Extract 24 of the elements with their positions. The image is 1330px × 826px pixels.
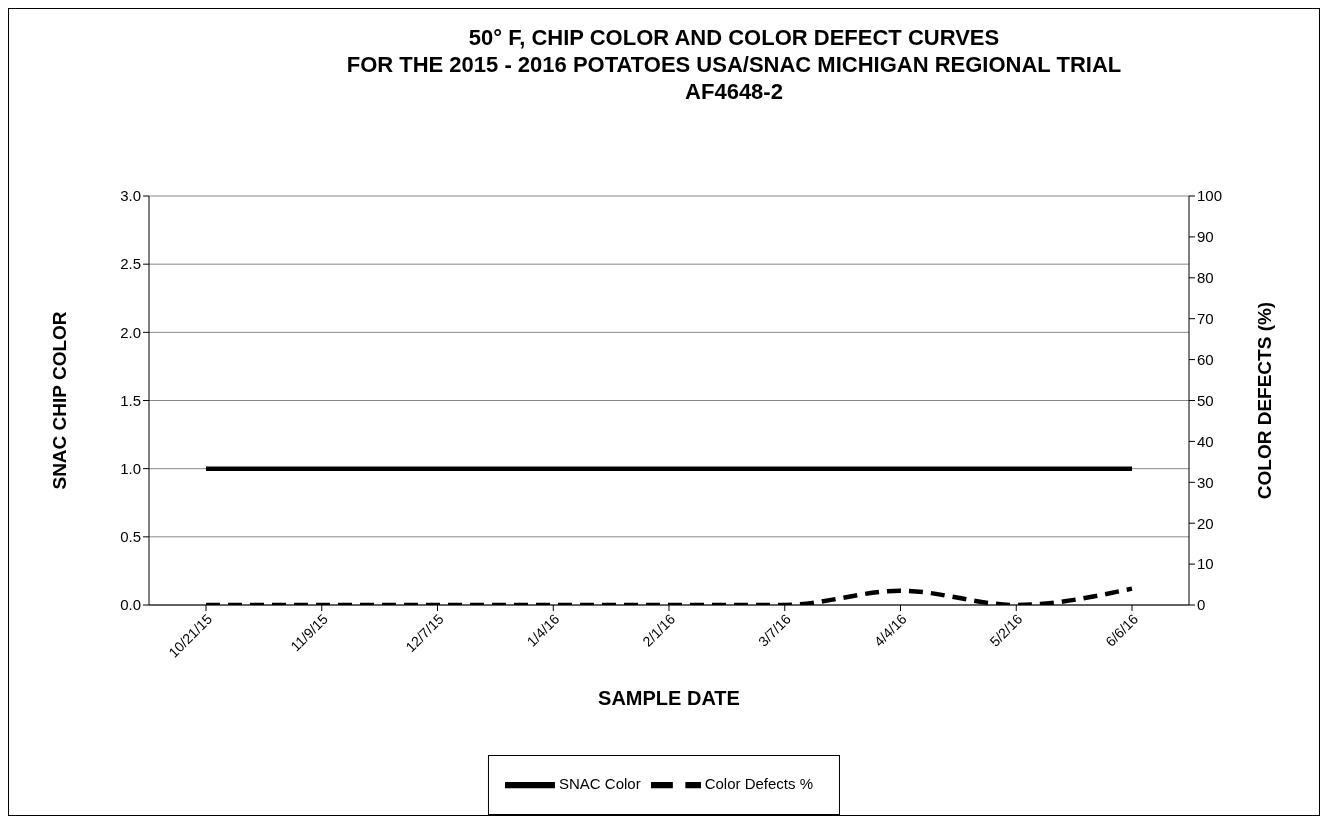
y-tick-label: 3.0 (120, 187, 141, 205)
y2-tick-label: 40 (1197, 432, 1214, 450)
y-tick-label: 2.5 (120, 255, 141, 273)
y2-tick-label: 50 (1197, 391, 1214, 409)
y-tick-label: 1.0 (120, 459, 141, 477)
y2-tick-label: 90 (1197, 228, 1214, 246)
y-axis-title: SNAC CHIP COLOR (48, 311, 70, 490)
y2-tick-label: 100 (1197, 187, 1223, 205)
y-tick-label: 0.5 (120, 528, 141, 546)
x-axis-title: SAMPLE DATE (598, 687, 740, 709)
y2-tick-label: 80 (1197, 269, 1214, 287)
chart-title: 50° F, CHIP COLOR AND COLOR DEFECT CURVES FOR THE 2015 - 2016 POTATOES USA/SNAC MICHIGAN REGIONAL TRIAL AF4648-2 (345, 24, 1123, 105)
y2-tick-label: 20 (1197, 514, 1214, 532)
y2-axis-title: COLOR DEFECTS (%) (1253, 301, 1275, 500)
y-tick-label: 1.5 (120, 391, 141, 409)
y2-tick-label: 30 (1197, 473, 1214, 491)
y2-tick-label: 10 (1197, 555, 1214, 573)
y-tick-label: 2.0 (120, 323, 141, 341)
y2-tick-label: 70 (1197, 310, 1214, 328)
y2-tick-label: 0 (1197, 596, 1206, 614)
y-tick-label: 0.0 (120, 596, 141, 614)
legend-label: Color Defects % (704, 774, 814, 792)
legend-label: SNAC Color (558, 774, 641, 792)
y2-tick-label: 60 (1197, 350, 1214, 368)
